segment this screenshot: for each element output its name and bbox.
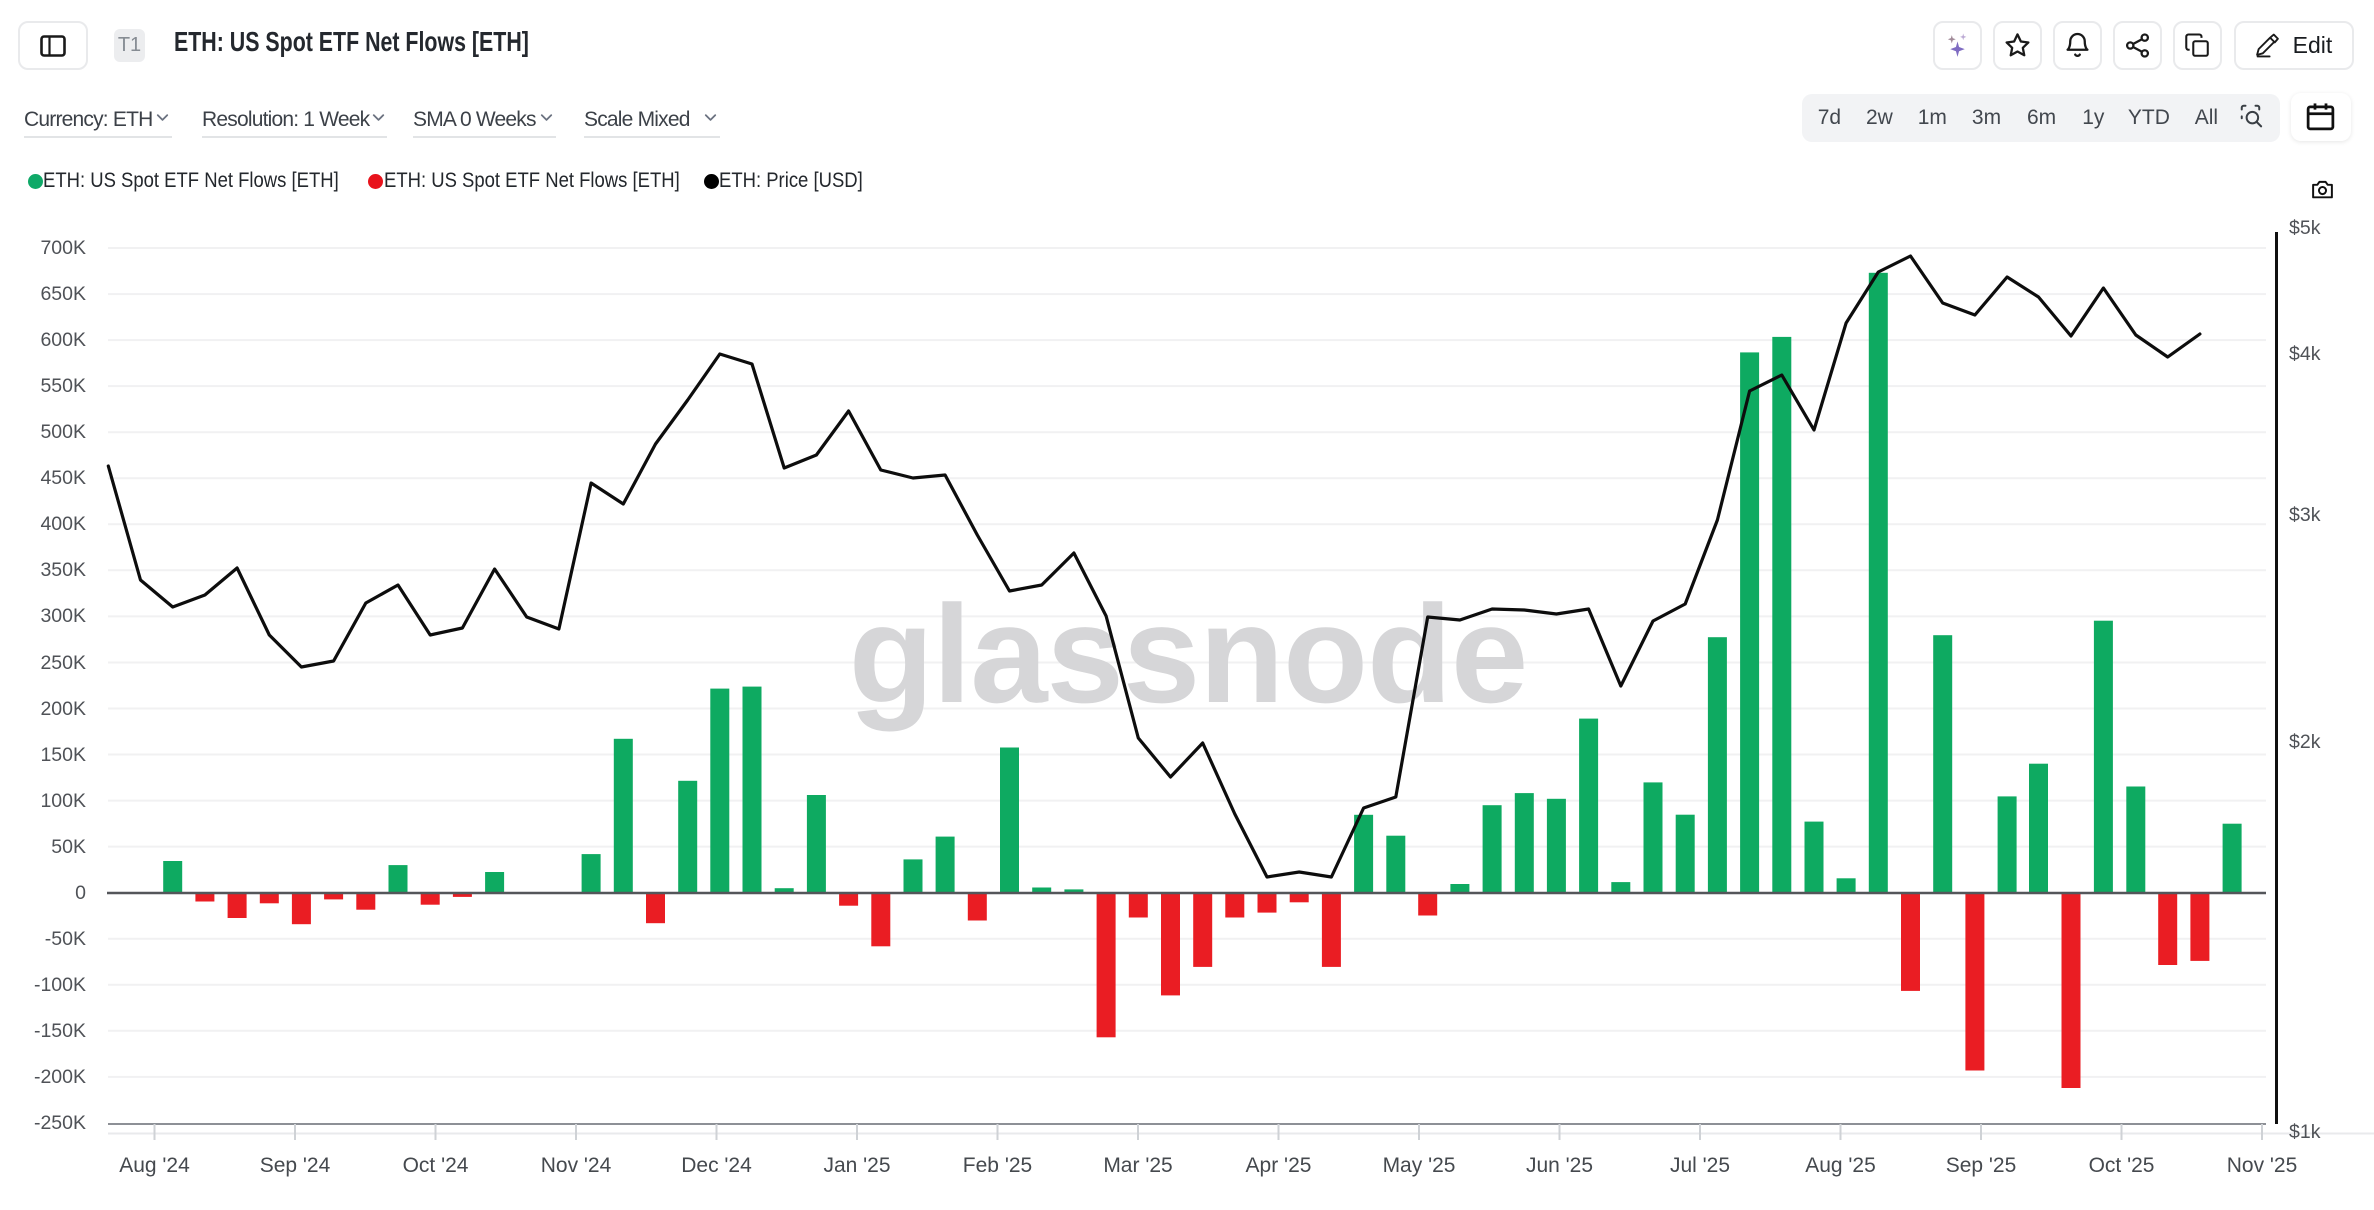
svg-text:glassnode: glassnode	[849, 577, 1527, 732]
